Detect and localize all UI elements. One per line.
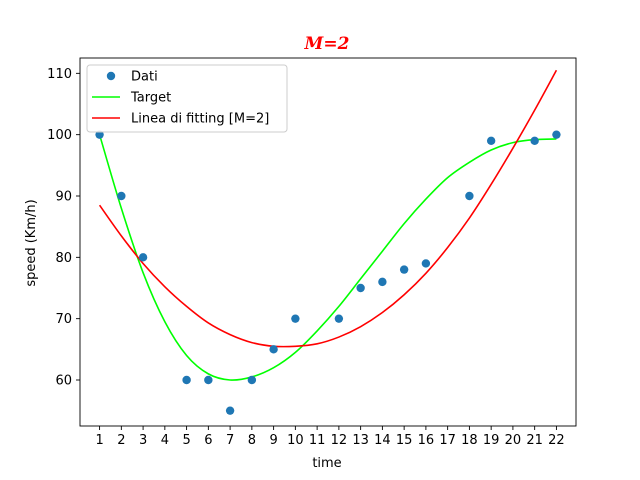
data-point <box>378 277 387 287</box>
x-tick-label: 2 <box>117 433 125 448</box>
x-tick-label: 22 <box>548 433 565 448</box>
y-tick-label: 90 <box>55 190 72 205</box>
legend-label: Target <box>130 91 171 106</box>
x-tick-label: 20 <box>505 433 522 448</box>
x-tick-label: 13 <box>352 433 369 448</box>
y-tick-label: 100 <box>47 128 72 143</box>
data-point <box>291 314 300 323</box>
x-tick-label: 6 <box>204 433 212 448</box>
series-line-1 <box>98 134 557 381</box>
y-tick-label: 60 <box>55 374 72 389</box>
data-point <box>334 314 344 323</box>
data-point <box>247 375 257 385</box>
x-tick-label: 8 <box>248 433 256 448</box>
legend-marker <box>106 71 116 81</box>
x-tick-label: 11 <box>309 433 326 448</box>
chart-title: M=2 <box>304 34 350 54</box>
data-point <box>204 375 213 385</box>
x-tick-label: 12 <box>331 433 348 448</box>
y-tick-label: 80 <box>55 251 72 266</box>
data-point <box>421 259 431 268</box>
data-point <box>530 136 539 145</box>
data-point <box>356 283 365 293</box>
data-point <box>465 191 474 201</box>
x-tick-label: 5 <box>182 433 190 448</box>
data-point <box>399 265 409 274</box>
axes-frame <box>79 57 577 427</box>
y-tick-label: 110 <box>47 67 72 82</box>
x-tick-label: 1 <box>95 433 103 448</box>
x-tick-label: 9 <box>269 433 277 448</box>
data-point <box>269 345 278 354</box>
x-tick-label: 4 <box>161 433 169 448</box>
x-axis-label: time <box>312 456 341 471</box>
data-point <box>552 130 561 139</box>
data-point <box>182 375 191 385</box>
data-point <box>225 406 235 415</box>
y-tick-label: 70 <box>55 312 72 327</box>
series-line-2 <box>98 69 558 348</box>
x-tick-label: 16 <box>418 433 435 448</box>
legend-label: Linea di fitting [M=2] <box>131 112 269 127</box>
x-tick-label: 14 <box>374 433 391 448</box>
data-point <box>486 136 496 145</box>
legend-label: Dati <box>131 70 158 85</box>
data-point <box>117 191 126 201</box>
x-tick-label: 15 <box>396 433 413 448</box>
data-point <box>138 253 148 262</box>
x-tick-label: 21 <box>526 433 543 448</box>
x-tick-label: 10 <box>287 433 304 448</box>
x-tick-label: 19 <box>483 433 500 448</box>
x-tick-label: 3 <box>139 433 147 448</box>
legend: Dati Target Linea di fitting [M=2] <box>86 64 288 133</box>
x-tick-label: 17 <box>439 433 456 448</box>
data-point <box>95 130 104 139</box>
legend-box <box>86 64 288 133</box>
y-axis-label: speed (Km/h) <box>24 199 39 286</box>
x-tick-label: 7 <box>226 433 234 448</box>
plot-area: 1 2 3 4 5 6 7 8 9 10 11 12 13 14 15 16 17 18 19 20 21 2260708… <box>47 57 577 448</box>
x-tick-label: 18 <box>461 433 478 448</box>
